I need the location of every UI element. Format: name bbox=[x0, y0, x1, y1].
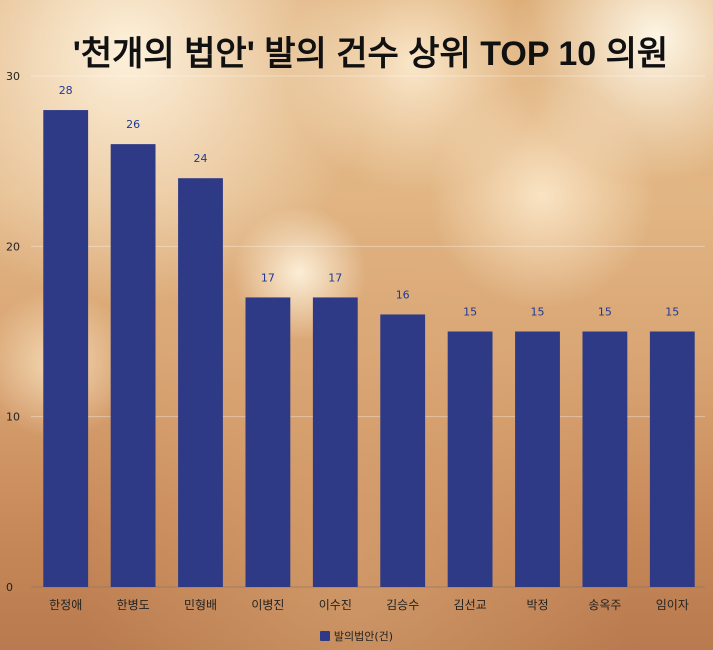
y-tick-label: 20 bbox=[6, 240, 20, 253]
bar bbox=[515, 331, 560, 587]
data-label: 26 bbox=[126, 118, 140, 131]
data-label: 16 bbox=[396, 288, 410, 301]
y-tick-label: 0 bbox=[6, 581, 13, 594]
x-tick-label: 한병도 bbox=[117, 598, 150, 612]
data-label: 15 bbox=[598, 306, 612, 319]
data-label: 15 bbox=[531, 306, 545, 319]
bar bbox=[312, 297, 358, 587]
y-tick-label: 10 bbox=[6, 411, 20, 424]
bar bbox=[380, 314, 426, 587]
bar bbox=[447, 331, 493, 587]
bar bbox=[649, 331, 695, 587]
data-label: 17 bbox=[261, 271, 275, 284]
bar bbox=[178, 178, 223, 587]
bar bbox=[245, 297, 291, 587]
x-tick-label: 이병진 bbox=[251, 598, 284, 612]
data-label: 24 bbox=[194, 152, 208, 165]
legend: 발의법안(건) bbox=[0, 628, 713, 644]
legend-swatch bbox=[319, 631, 330, 641]
data-label: 28 bbox=[59, 84, 73, 97]
data-label: 15 bbox=[665, 306, 679, 319]
bar bbox=[43, 110, 89, 588]
x-tick-label: 한정애 bbox=[49, 598, 82, 612]
bar bbox=[110, 144, 156, 587]
x-tick-label: 임이자 bbox=[656, 598, 689, 612]
x-tick-label: 김선교 bbox=[454, 598, 487, 612]
x-tick-label: 김승수 bbox=[386, 598, 419, 612]
data-label: 17 bbox=[328, 271, 342, 284]
x-tick-label: 민형배 bbox=[184, 598, 217, 612]
y-tick-label: 30 bbox=[6, 70, 20, 83]
x-tick-label: 이수진 bbox=[319, 598, 352, 612]
bar bbox=[582, 331, 628, 587]
data-label: 15 bbox=[463, 306, 477, 319]
x-tick-label: 박정 bbox=[526, 598, 548, 612]
chart-title: '천개의 법안' 발의 건수 상위 TOP 10 의원 bbox=[72, 35, 669, 73]
x-tick-label: 송옥주 bbox=[588, 598, 621, 612]
legend-label: 발의법안(건) bbox=[333, 630, 394, 643]
